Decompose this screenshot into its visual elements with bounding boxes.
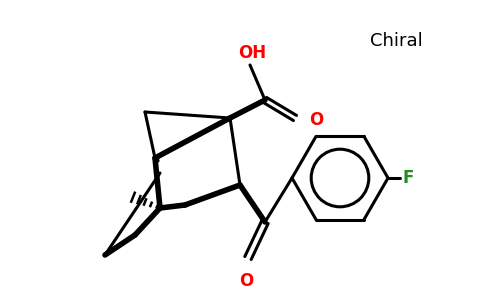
Text: O: O: [239, 272, 253, 290]
Text: O: O: [309, 111, 323, 129]
Text: OH: OH: [238, 44, 266, 62]
Text: F: F: [402, 169, 413, 187]
Text: Chiral: Chiral: [370, 32, 423, 50]
